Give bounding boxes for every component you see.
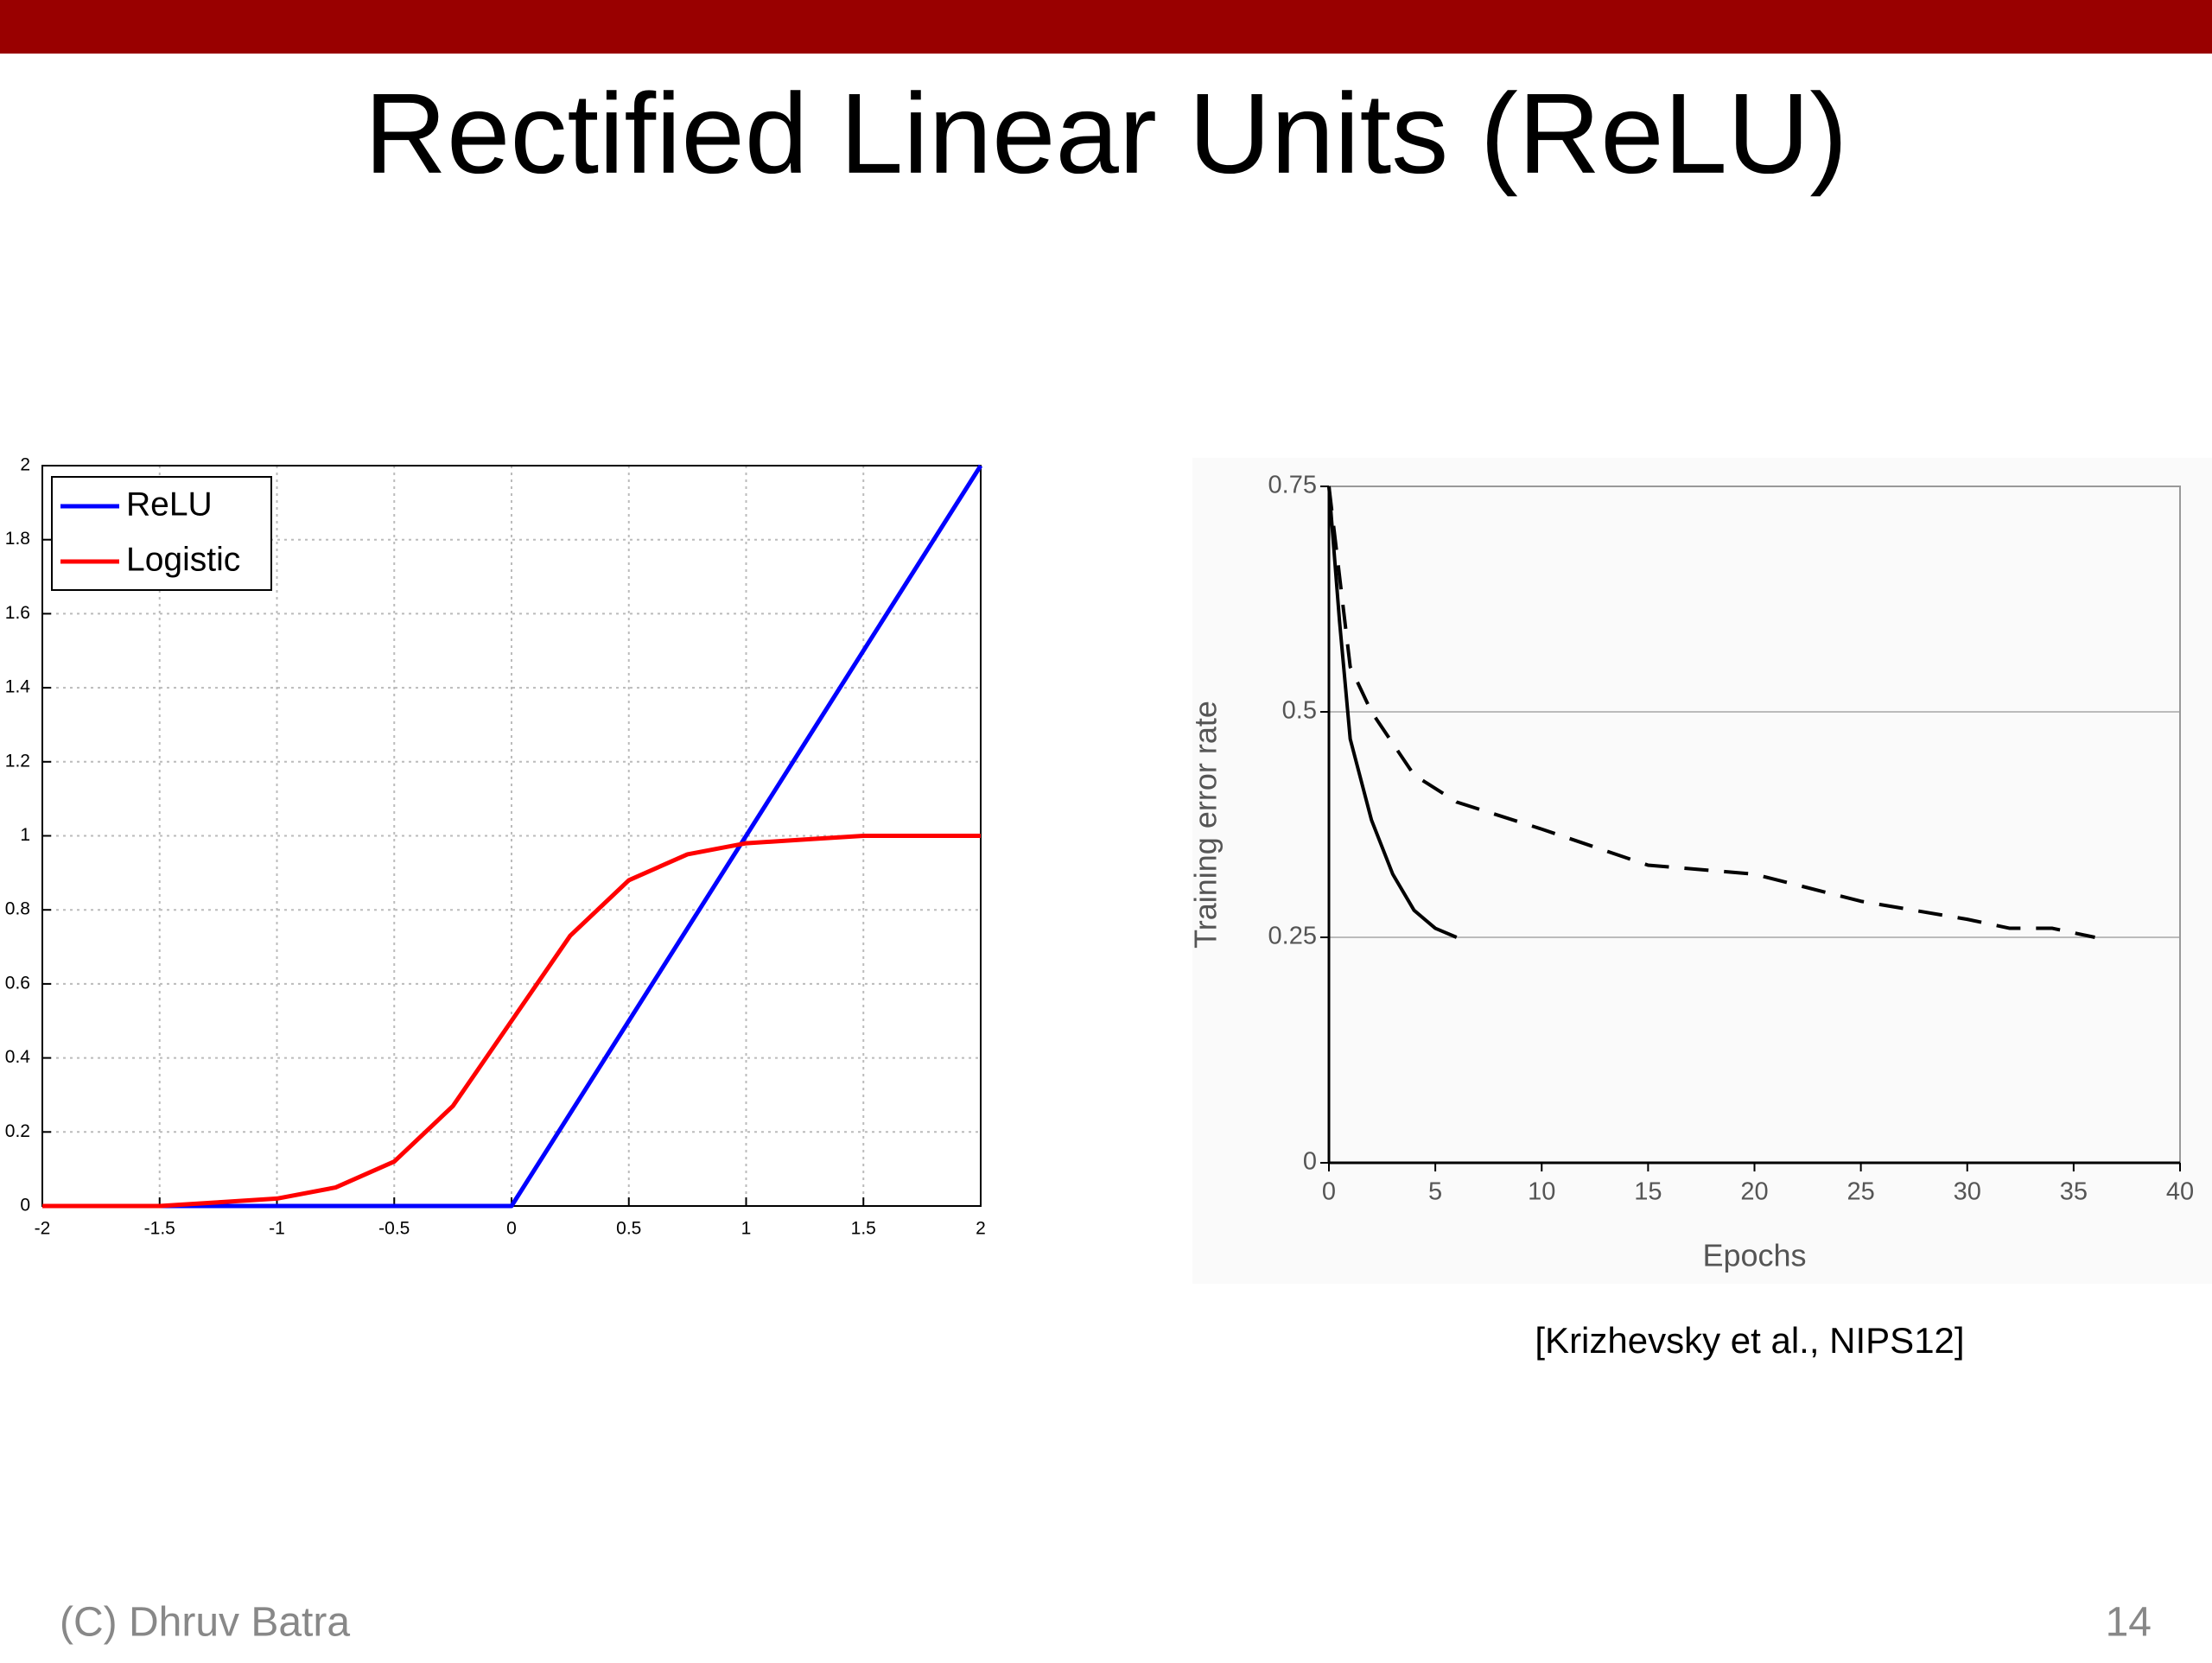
y-tick-label: 1.6 bbox=[5, 603, 30, 623]
page-number: 14 bbox=[2106, 1600, 2152, 1646]
x-tick-label: 30 bbox=[1954, 1178, 1981, 1206]
x-tick-label: 40 bbox=[2166, 1178, 2194, 1206]
y-tick-label: 1.2 bbox=[5, 751, 30, 771]
legend-label: Logistic bbox=[126, 541, 240, 578]
x-tick-label: 0 bbox=[1322, 1178, 1336, 1206]
y-tick-label: 0.5 bbox=[1282, 697, 1317, 725]
x-tick-label: -1.5 bbox=[144, 1219, 175, 1239]
footer-author: (C) Dhruv Batra bbox=[60, 1600, 350, 1646]
x-tick-label: 1 bbox=[741, 1219, 752, 1239]
y-tick-label: 0.8 bbox=[5, 899, 30, 919]
y-tick-label: 1.8 bbox=[5, 529, 30, 549]
x-axis-label: Epochs bbox=[1702, 1238, 1806, 1273]
x-tick-label: 2 bbox=[976, 1219, 986, 1239]
series-line bbox=[42, 464, 983, 1209]
legend-label: ReLU bbox=[126, 486, 213, 523]
x-tick-label: 20 bbox=[1740, 1178, 1768, 1206]
x-tick-label: 15 bbox=[1634, 1178, 1662, 1206]
x-tick-label: -1 bbox=[269, 1219, 285, 1239]
series-line bbox=[1327, 486, 2095, 939]
y-tick-label: 2 bbox=[20, 455, 30, 475]
y-tick-label: 1 bbox=[20, 825, 30, 845]
y-tick-label: 0.6 bbox=[5, 973, 30, 993]
y-tick-label: 0 bbox=[20, 1196, 30, 1216]
header-bar bbox=[0, 0, 2212, 54]
x-tick-label: -0.5 bbox=[378, 1219, 410, 1239]
y-tick-label: 0.75 bbox=[1268, 472, 1317, 499]
y-axis-label: Training error rate bbox=[1188, 701, 1224, 949]
x-tick-label: 0.5 bbox=[616, 1219, 641, 1239]
x-tick-label: 0 bbox=[506, 1219, 517, 1239]
legend-box bbox=[51, 476, 272, 591]
x-tick-label: 5 bbox=[1428, 1178, 1442, 1206]
y-tick-label: 0.4 bbox=[5, 1047, 31, 1067]
y-tick-label: 0.25 bbox=[1268, 923, 1317, 950]
y-tick-label: 0.2 bbox=[5, 1121, 30, 1141]
series-line bbox=[1327, 486, 1458, 939]
citation: [Krizhevsky et al., NIPS12] bbox=[1535, 1320, 1964, 1361]
x-tick-label: 35 bbox=[2060, 1178, 2088, 1206]
x-tick-label: 25 bbox=[1847, 1178, 1874, 1206]
y-tick-label: 1.4 bbox=[5, 677, 31, 697]
x-tick-label: 10 bbox=[1528, 1178, 1555, 1206]
slide-title: Rectified Linear Units (ReLU) bbox=[365, 70, 1848, 197]
x-tick-label: 1.5 bbox=[851, 1219, 876, 1239]
y-tick-label: 0 bbox=[1303, 1148, 1317, 1176]
series-line bbox=[42, 834, 981, 1209]
x-tick-label: -2 bbox=[35, 1219, 51, 1239]
